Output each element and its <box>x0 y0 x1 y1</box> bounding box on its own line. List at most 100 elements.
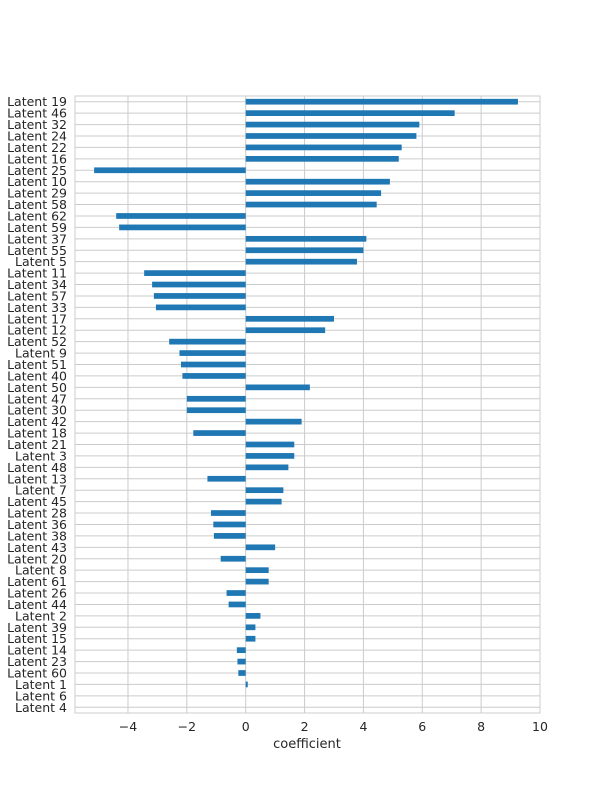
y-tick-label: Latent 52 <box>7 334 67 349</box>
bar-latent-62 <box>116 213 246 219</box>
y-tick-label: Latent 15 <box>7 631 67 646</box>
bar-latent-40 <box>182 373 246 379</box>
y-tick-label: Latent 14 <box>7 643 67 658</box>
bar-latent-30 <box>186 407 246 414</box>
bar-latent-43 <box>245 544 276 551</box>
bar-latent-47 <box>186 395 246 402</box>
bar-latent-32 <box>245 121 420 128</box>
y-tick-label: Latent 13 <box>7 471 67 486</box>
y-tick-label: Latent 43 <box>7 540 67 555</box>
bar-latent-22 <box>245 144 402 151</box>
bar-latent-28 <box>210 510 246 516</box>
bar-latent-37 <box>245 235 367 242</box>
bar-latent-52 <box>169 338 246 345</box>
bar-latent-55 <box>245 247 364 254</box>
bar-latent-60 <box>238 670 246 676</box>
bar-latent-59 <box>119 224 246 231</box>
x-tick-label: 4 <box>359 719 367 734</box>
x-tick-labels: −4 −2 0 2 4 6 8 10 <box>119 719 548 734</box>
bar-latent-20 <box>220 555 246 562</box>
y-tick-label: Latent 42 <box>7 414 67 429</box>
bar-latent-13 <box>207 475 246 482</box>
bar-latent-10 <box>245 178 390 185</box>
y-tick-label: Latent 5 <box>15 254 67 269</box>
bar-latent-50 <box>245 384 310 391</box>
y-tick-label: Latent 47 <box>7 391 67 406</box>
y-tick-label: Latent 38 <box>7 528 67 543</box>
y-tick-label: Latent 11 <box>7 266 67 281</box>
bar-latent-23 <box>237 658 246 665</box>
y-tick-label: Latent 7 <box>15 483 67 498</box>
y-tick-label: Latent 40 <box>7 368 67 383</box>
bar-latent-36 <box>213 521 246 528</box>
x-tick-label: 10 <box>532 719 548 734</box>
y-tick-label: Latent 2 <box>15 608 67 623</box>
y-tick-label: Latent 20 <box>7 551 67 566</box>
bar-latent-33 <box>155 304 246 311</box>
bar-latent-24 <box>245 133 417 139</box>
bar-latent-38 <box>213 533 246 539</box>
bar-latent-1 <box>245 681 248 688</box>
x-tick-label: −2 <box>178 719 196 734</box>
y-tick-label: Latent 45 <box>7 494 67 509</box>
y-tick-label: Latent 21 <box>7 437 67 452</box>
x-tick-label: 8 <box>477 719 485 734</box>
bar-latent-3 <box>245 453 295 459</box>
y-tick-label: Latent 62 <box>7 208 67 223</box>
x-tick-label: −4 <box>119 719 137 734</box>
x-tick-label: 0 <box>242 719 250 734</box>
y-tick-label: Latent 10 <box>7 174 67 189</box>
y-tick-label: Latent 26 <box>7 586 67 601</box>
y-tick-label: Latent 19 <box>7 94 67 109</box>
y-tick-label: Latent 24 <box>7 128 67 143</box>
y-tick-label: Latent 22 <box>7 140 67 155</box>
bar-latent-42 <box>245 418 302 425</box>
y-tick-label: Latent 18 <box>7 426 67 441</box>
y-tick-label: Latent 59 <box>7 220 67 235</box>
y-tick-label: Latent 16 <box>7 151 67 166</box>
bar-latent-18 <box>193 430 246 436</box>
y-tick-label: Latent 55 <box>7 243 67 258</box>
x-axis-label: coefficient <box>273 737 341 752</box>
bar-latent-29 <box>245 190 382 196</box>
bar-latent-9 <box>179 350 246 356</box>
bar-latent-39 <box>245 624 256 631</box>
y-tick-label: Latent 39 <box>7 620 67 635</box>
bar-latent-5 <box>245 258 357 265</box>
x-tick-label: 2 <box>301 719 309 734</box>
bar-layer <box>94 98 518 688</box>
y-tick-label: Latent 46 <box>7 106 67 121</box>
y-tick-label: Latent 8 <box>15 563 67 578</box>
y-tick-label: Latent 29 <box>7 186 67 201</box>
y-tick-label: Latent 61 <box>7 574 67 589</box>
y-tick-label: Latent 34 <box>7 277 67 292</box>
y-tick-label: Latent 32 <box>7 117 67 132</box>
y-tick-label: Latent 37 <box>7 231 67 246</box>
x-tick-label: 6 <box>418 719 426 734</box>
y-tick-label: Latent 33 <box>7 300 67 315</box>
bar-latent-12 <box>245 327 326 334</box>
bar-latent-57 <box>153 293 246 299</box>
y-tick-label: Latent 51 <box>7 357 67 372</box>
y-tick-label: Latent 57 <box>7 288 67 303</box>
bar-latent-61 <box>245 578 269 585</box>
bar-latent-25 <box>94 167 246 174</box>
bar-latent-15 <box>245 635 256 642</box>
bar-latent-51 <box>180 361 246 368</box>
bar-latent-7 <box>245 487 284 494</box>
grid-layer <box>75 96 541 713</box>
y-tick-label: Latent 50 <box>7 380 67 395</box>
bar-latent-11 <box>144 270 246 276</box>
y-tick-label: Latent 36 <box>7 517 67 532</box>
bar-latent-58 <box>245 201 377 208</box>
y-tick-label: Latent 23 <box>7 654 67 669</box>
bar-latent-34 <box>152 281 246 288</box>
y-tick-label: Latent 17 <box>7 311 67 326</box>
bar-latent-17 <box>245 315 334 322</box>
y-tick-label: Latent 1 <box>15 677 67 692</box>
bar-latent-26 <box>226 590 246 596</box>
y-tick-label: Latent 30 <box>7 403 67 418</box>
bar-latent-2 <box>245 613 261 619</box>
y-tick-label: Latent 9 <box>15 346 67 361</box>
